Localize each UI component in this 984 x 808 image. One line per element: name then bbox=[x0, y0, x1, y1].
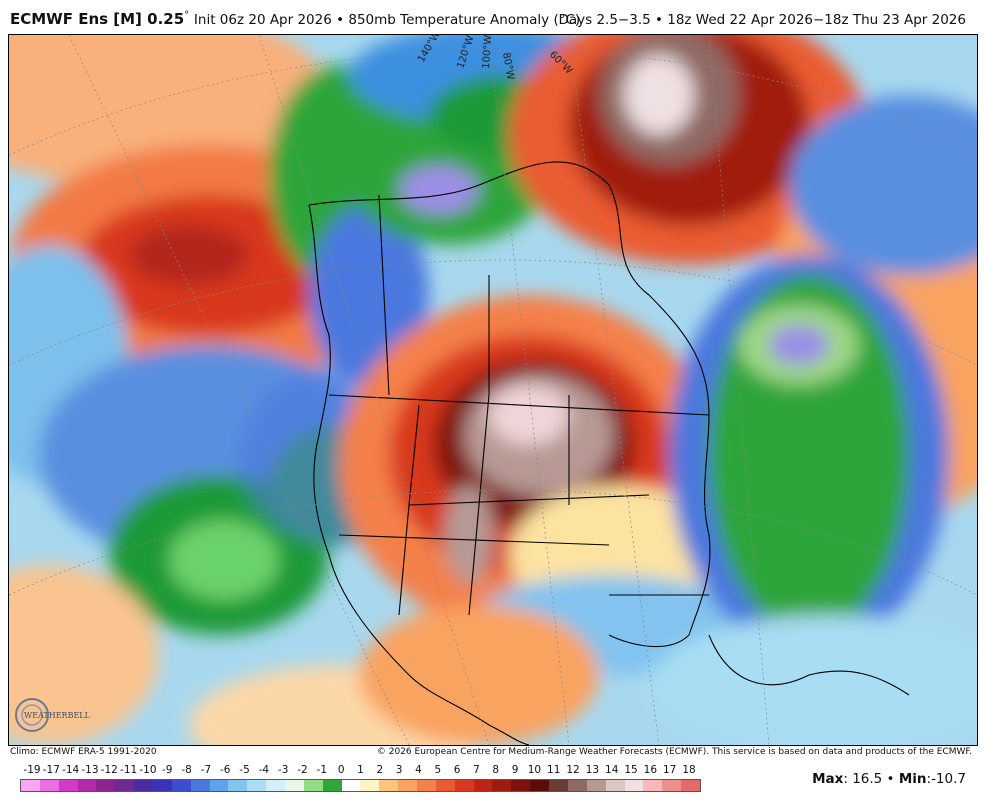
colorbar-swatch bbox=[247, 780, 267, 791]
colorbar-tick-label: 16 bbox=[643, 764, 658, 776]
colorbar-swatch bbox=[341, 780, 361, 791]
min-label: Min bbox=[898, 771, 927, 787]
colorbar-swatch bbox=[21, 780, 40, 791]
anomaly-field bbox=[9, 35, 977, 745]
colorbar-tick-label: -5 bbox=[239, 764, 250, 776]
model-name: ECMWF Ens [M] 0.25 bbox=[10, 10, 185, 28]
colorbar-swatch bbox=[115, 780, 135, 791]
colorbar-swatch bbox=[58, 780, 78, 791]
degree-symbol: ° bbox=[184, 10, 190, 21]
climo-credit: Climo: ECMWF ERA-5 1991-2020 bbox=[10, 747, 157, 757]
colorbar-tick-label: 1 bbox=[357, 764, 364, 776]
colorbar-tick-label: 3 bbox=[395, 764, 403, 776]
colorbar-swatch bbox=[398, 780, 418, 791]
weatherbell-logo: WEATHERBELL bbox=[15, 698, 91, 732]
colorbar-tick-label: 10 bbox=[527, 764, 542, 776]
colorbar-swatch bbox=[134, 780, 154, 791]
colorbar-swatch bbox=[322, 780, 342, 791]
colorbar-tick-label: 2 bbox=[376, 764, 384, 776]
colorbar-tick-label: -17 bbox=[42, 764, 60, 776]
colorbar-tick-label: -10 bbox=[139, 764, 157, 776]
colorbar-swatch bbox=[681, 780, 700, 791]
colorbar-swatch bbox=[511, 780, 531, 791]
colorbar-swatch bbox=[303, 780, 323, 791]
colorbar-tick-label: 4 bbox=[415, 764, 422, 776]
map-borders bbox=[308, 161, 910, 745]
lon-label-80w: 80°W bbox=[500, 52, 516, 81]
colorbar-tick-label: 18 bbox=[682, 764, 696, 776]
colorbar-tick-label: -12 bbox=[100, 764, 118, 776]
colorbar-swatch bbox=[454, 780, 474, 791]
colorbar-swatch bbox=[96, 780, 116, 791]
colorbar-tick-label: 12 bbox=[566, 764, 580, 776]
colorbar-tick-label: -14 bbox=[62, 764, 80, 776]
colorbar-swatch bbox=[379, 780, 399, 791]
graticule bbox=[9, 35, 977, 745]
title-bar: ECMWF Ens [M] 0.25° Init 06z 20 Apr 2026… bbox=[0, 0, 984, 32]
colorbar-swatch bbox=[435, 780, 455, 791]
colorbar-swatch bbox=[549, 780, 568, 791]
colorbar-tick-label: 0 bbox=[337, 764, 345, 776]
colorbar-tick-label: 11 bbox=[547, 764, 561, 776]
colorbar-tick-label: -4 bbox=[258, 764, 270, 776]
colorbar-tick-label: -7 bbox=[200, 764, 212, 776]
lon-label-100w: 100°W bbox=[481, 35, 494, 69]
anomaly-map: 140°W 120°W 100°W 80°W 60°W bbox=[8, 34, 978, 746]
colorbar-tick-label: -3 bbox=[277, 764, 289, 776]
colorbar-swatch bbox=[586, 780, 606, 791]
colorbar-tick-label: -13 bbox=[81, 764, 99, 776]
colorbar-tick-label: 7 bbox=[473, 764, 480, 776]
colorbar-tick-label: 5 bbox=[434, 764, 442, 776]
colorbar-swatch bbox=[171, 780, 191, 791]
colorbar-swatch bbox=[285, 780, 304, 791]
init-description: Init 06z 20 Apr 2026 • 850mb Temperature… bbox=[193, 12, 581, 28]
colorbar-tick-label: 9 bbox=[511, 764, 519, 776]
colorbar-swatch bbox=[417, 780, 436, 791]
colorbar-swatch bbox=[190, 780, 210, 791]
colorbar-swatch bbox=[228, 780, 248, 791]
colorbar-tick-label: 13 bbox=[585, 764, 600, 776]
colorbar-labels: -19 -17 -14 -13 -12 -11 -10 -9 -8 -7 -6 -5 -4 -3 -2 -1 0… bbox=[20, 764, 701, 779]
colorbar-tick-label: -9 bbox=[162, 764, 173, 776]
colorbar: -19 -17 -14 -13 -12 -11 -10 -9 -8 -7 -6 -5 -4 -3 -2 -1 0… bbox=[20, 764, 701, 796]
colorbar-swatch bbox=[209, 780, 229, 791]
colorbar-swatch bbox=[77, 780, 97, 791]
min-value: -10.7 bbox=[931, 771, 966, 787]
colorbar-swatch bbox=[266, 780, 286, 791]
copyright-notice: © 2026 European Centre for Medium-Range … bbox=[376, 747, 972, 757]
colorbar-tick-label: 6 bbox=[453, 764, 461, 776]
stats-separator: • bbox=[886, 771, 895, 787]
colorbar-swatch bbox=[360, 780, 380, 791]
map-title: ECMWF Ens [M] 0.25° Init 06z 20 Apr 2026… bbox=[10, 10, 580, 28]
colorbar-tick-label: -11 bbox=[120, 764, 138, 776]
colorbar-swatch bbox=[473, 780, 493, 791]
colorbar-tick-label: 17 bbox=[662, 764, 677, 776]
colorbar-swatch bbox=[492, 780, 512, 791]
colorbar-swatches bbox=[20, 779, 701, 792]
colorbar-swatch bbox=[605, 780, 625, 791]
colorbar-swatch bbox=[39, 780, 59, 791]
colorbar-swatch bbox=[662, 780, 682, 791]
colorbar-swatch bbox=[567, 780, 587, 791]
colorbar-tick-label: -1 bbox=[316, 764, 328, 776]
colorbar-swatch bbox=[643, 780, 663, 791]
colorbar-swatch bbox=[530, 780, 550, 791]
colorbar-tick-label: -6 bbox=[219, 764, 231, 776]
max-value: 16.5 bbox=[852, 771, 883, 787]
colorbar-tick-label: -19 bbox=[23, 764, 41, 776]
colorbar-tick-label: -8 bbox=[181, 764, 192, 776]
svg-text:WEATHERBELL: WEATHERBELL bbox=[24, 711, 91, 720]
field-stats: Max: 16.5 • Min:-10.7 bbox=[812, 771, 966, 787]
colorbar-tick-label: -2 bbox=[297, 764, 308, 776]
colorbar-tick-label: 8 bbox=[492, 764, 500, 776]
valid-period: Days 2.5−3.5 • 18z Wed 22 Apr 2026−18z T… bbox=[558, 12, 966, 28]
colorbar-tick-label: 15 bbox=[624, 764, 638, 776]
colorbar-tick-label: 14 bbox=[605, 764, 619, 776]
colorbar-swatch bbox=[624, 780, 644, 791]
colorbar-swatch bbox=[153, 780, 172, 791]
max-label: Max bbox=[812, 771, 844, 787]
